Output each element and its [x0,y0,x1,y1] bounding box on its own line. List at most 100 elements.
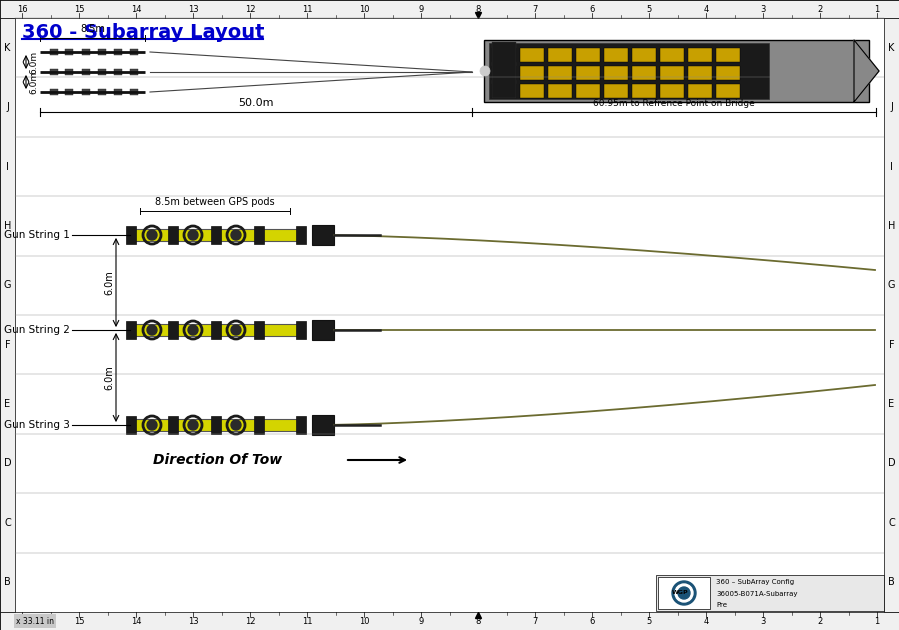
Text: 11: 11 [302,617,312,626]
Bar [520,48,544,62]
Bar [254,321,264,339]
Bar [576,66,600,80]
Text: 1: 1 [875,4,879,13]
Circle shape [147,325,157,335]
Text: 13: 13 [188,4,199,13]
Bar [98,69,106,75]
Text: 4: 4 [703,4,708,13]
Text: 7: 7 [532,617,538,626]
Text: 6.0m: 6.0m [104,270,114,295]
Text: 14: 14 [130,617,141,626]
Text: 7: 7 [532,4,538,13]
Text: 16: 16 [17,4,27,13]
Circle shape [231,325,241,335]
Circle shape [678,587,690,599]
Text: E: E [4,399,11,409]
Text: 8.5m: 8.5m [80,24,105,34]
Text: 12: 12 [245,617,255,626]
Bar [130,324,300,336]
Bar [604,66,628,80]
Bar [296,321,306,339]
Text: 15: 15 [74,4,85,13]
Bar [0,0,899,18]
Bar [130,229,300,241]
Text: Gun String 2: Gun String 2 [4,325,70,335]
Text: 5: 5 [646,617,652,626]
Text: K: K [4,43,11,53]
Bar [632,66,656,80]
Circle shape [188,230,198,240]
Bar [168,321,178,339]
Bar [489,43,769,99]
Bar [126,321,136,339]
Bar [65,69,73,75]
Text: E: E [888,399,895,409]
Bar [65,49,73,55]
Bar [548,84,572,98]
Text: 8: 8 [476,4,481,13]
Text: G: G [887,280,895,290]
Bar [82,49,90,55]
Text: B: B [4,577,11,587]
Bar [604,48,628,62]
Text: H: H [4,221,11,231]
Text: 16: 16 [17,617,27,626]
Bar [716,66,740,80]
Bar [130,89,138,95]
Text: 360 - Subarray Layout: 360 - Subarray Layout [22,23,264,42]
Text: WGP: WGP [672,590,689,595]
Bar [688,66,712,80]
Bar [520,84,544,98]
Text: F: F [4,340,10,350]
Bar [50,89,58,95]
Bar [130,69,138,75]
Bar [50,69,58,75]
Circle shape [188,420,198,430]
Bar [254,226,264,244]
Text: 3: 3 [761,4,766,13]
Text: 6: 6 [590,617,594,626]
Circle shape [231,420,241,430]
Bar [130,419,300,431]
Bar [126,226,136,244]
Bar [0,612,899,630]
Circle shape [231,230,241,240]
Bar [716,84,740,98]
Text: 13: 13 [188,617,199,626]
Text: 8.5m between GPS pods: 8.5m between GPS pods [156,197,275,207]
Bar [130,49,138,55]
Bar [211,321,221,339]
Bar [492,84,516,98]
Text: I: I [6,161,9,171]
Text: x 33.11 in: x 33.11 in [16,617,54,626]
Text: 14: 14 [130,4,141,13]
Bar [254,416,264,434]
Text: 3: 3 [761,617,766,626]
Circle shape [675,584,693,602]
Text: 4: 4 [703,617,708,626]
Text: 2: 2 [817,617,823,626]
Bar [211,226,221,244]
Bar [658,577,710,609]
Circle shape [188,325,198,335]
Bar [688,84,712,98]
Text: 10: 10 [359,617,369,626]
Text: F: F [889,340,895,350]
Text: 10: 10 [359,4,369,13]
Bar [492,42,516,98]
Bar [632,48,656,62]
Bar [98,89,106,95]
Bar [492,66,516,80]
Bar [312,415,334,435]
Bar [660,66,684,80]
Bar [312,320,334,340]
Text: 5: 5 [646,4,652,13]
Bar [114,69,122,75]
Bar [548,48,572,62]
Circle shape [147,230,157,240]
Bar [82,69,90,75]
Bar [126,416,136,434]
Circle shape [672,581,696,605]
Bar [632,84,656,98]
Text: 360 – SubArray Config: 360 – SubArray Config [716,579,794,585]
